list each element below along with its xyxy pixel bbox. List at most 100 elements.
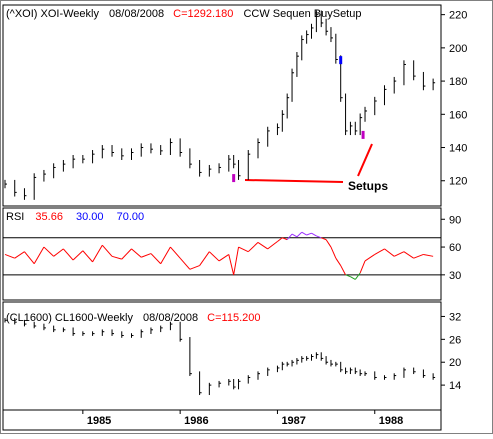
rsi-y-tick-label: 30	[449, 270, 461, 282]
rsi-line-segment	[423, 253, 434, 257]
rsi-line-segment	[4, 253, 15, 259]
rsi-line-segment	[24, 251, 35, 265]
comparison-series: 14 20 26 32	[4, 311, 461, 396]
rsi-line-segment	[238, 246, 249, 253]
rsi-panel	[2, 207, 442, 301]
comparison-symbol: (CL1600) CL1600-Weekly	[6, 312, 133, 324]
price-symbol: (^XOI) XOI-Weekly	[6, 8, 99, 20]
price-y-tick-label: 180	[449, 76, 467, 88]
rsi-line-segment	[179, 257, 191, 270]
price-y-tick-label: 140	[449, 143, 467, 155]
rsi-line-segment	[354, 272, 361, 280]
rsi-name: RSI	[6, 211, 24, 223]
rsi-line-segment	[413, 253, 424, 259]
rsi-line-segment	[199, 251, 210, 266]
rsi-line-segment	[43, 246, 54, 257]
setups-pointer-line	[357, 143, 373, 177]
rsi-line-segment	[208, 251, 220, 262]
rsi-line-segment	[301, 231, 307, 236]
rsi-line-segment	[131, 248, 142, 258]
rsi-line-segment	[170, 246, 181, 259]
rsi-line-segment	[228, 254, 235, 275]
rsi-line-segment	[359, 260, 366, 274]
rsi-line-segment	[384, 248, 395, 257]
price-series: 120 140 160 180 200 220	[4, 10, 467, 200]
comparison-date: 08/08/2008	[143, 312, 198, 324]
rsi-line-segment	[33, 246, 45, 264]
rsi-line-segment	[82, 250, 93, 263]
rsi-y-tick-label: 60	[449, 242, 461, 254]
rsi-line-segment	[374, 248, 385, 255]
rsi-line-segment	[247, 242, 259, 253]
comparison-y-tick-label: 14	[449, 380, 461, 392]
rsi-line-segment	[72, 250, 84, 261]
x-tick-label: 1988	[379, 415, 403, 427]
x-tick-label: 1987	[281, 415, 305, 427]
rsi-line-segment	[160, 246, 171, 264]
rsi-line-segment	[277, 237, 283, 242]
setup-marker	[361, 130, 365, 139]
rsi-value: 35.66	[35, 211, 63, 223]
setups-annotation: Setups	[348, 179, 388, 193]
rsi-line-segment	[335, 257, 342, 266]
x-tick-label: 1985	[87, 415, 111, 427]
price-y-tick-label: 200	[449, 43, 467, 55]
rsi-line-segment	[218, 254, 230, 262]
rsi-line-segment	[296, 231, 303, 238]
rsi-line-segment	[233, 246, 240, 275]
price-y-tick-label: 220	[449, 10, 467, 22]
rsi-line-segment	[121, 248, 132, 260]
rsi-line-segment	[316, 235, 322, 239]
rsi-line-segment	[257, 242, 268, 250]
price-study: CCW Sequen BuySetup	[243, 8, 361, 20]
rsi-series: 30 60 90	[3, 214, 461, 282]
rsi-line-segment	[111, 255, 122, 260]
comparison-y-tick-label: 32	[449, 311, 461, 323]
rsi-header: RSI 35.66 30.00 70.00	[6, 211, 144, 223]
rsi-line-segment	[340, 265, 347, 276]
comparison-y-tick-label: 26	[449, 334, 461, 346]
rsi-y-tick-label: 90	[449, 214, 461, 226]
price-panel	[2, 4, 442, 207]
rsi-line-segment	[403, 251, 414, 259]
setup-marker	[232, 174, 236, 183]
rsi-line-segment	[63, 248, 74, 261]
rsi-line-segment	[53, 248, 64, 257]
rsi-lower: 30.00	[76, 211, 104, 223]
rsi-line-segment	[92, 244, 103, 263]
price-y-tick-label: 160	[449, 109, 467, 121]
comparison-close-label: C=115.200	[207, 312, 260, 324]
price-header: (^XOI) XOI-Weekly 08/08/2008 C=1292.180 …	[6, 8, 361, 20]
rsi-line-segment	[282, 237, 288, 241]
rsi-line-segment	[345, 274, 351, 278]
rsi-line-segment	[141, 253, 152, 258]
price-date: 08/08/2008	[109, 8, 164, 20]
rsi-line-segment	[101, 244, 113, 257]
rsi-upper: 70.00	[117, 211, 145, 223]
date-axis-panel	[2, 409, 442, 431]
rsi-line-segment	[350, 276, 356, 280]
rsi-line-segment	[325, 239, 332, 248]
rsi-line-segment	[189, 265, 200, 270]
rsi-line-segment	[14, 251, 25, 259]
comparison-y-tick-label: 20	[449, 357, 461, 369]
comparison-panel	[2, 301, 442, 411]
rsi-line-segment	[150, 253, 162, 265]
rsi-line-segment	[321, 237, 327, 241]
setups-pointer-line	[244, 179, 344, 183]
rsi-line-segment	[364, 254, 376, 262]
x-tick-label: 1986	[184, 415, 208, 427]
rsi-line-segment	[330, 246, 337, 259]
comparison-header: (CL1600) CL1600-Weekly 08/08/2008 C=115.…	[6, 312, 261, 324]
axes: 1985 1986 1987 1988	[82, 410, 403, 427]
rsi-line-segment	[311, 232, 317, 237]
price-close-label: C=1292.180	[173, 8, 233, 20]
price-y-tick-label: 120	[449, 176, 467, 188]
rsi-line-segment	[286, 233, 293, 240]
rsi-line-segment	[393, 251, 405, 257]
rsi-line-segment	[267, 241, 278, 250]
rsi-line-segment	[306, 232, 312, 236]
setup-marker	[339, 56, 343, 65]
